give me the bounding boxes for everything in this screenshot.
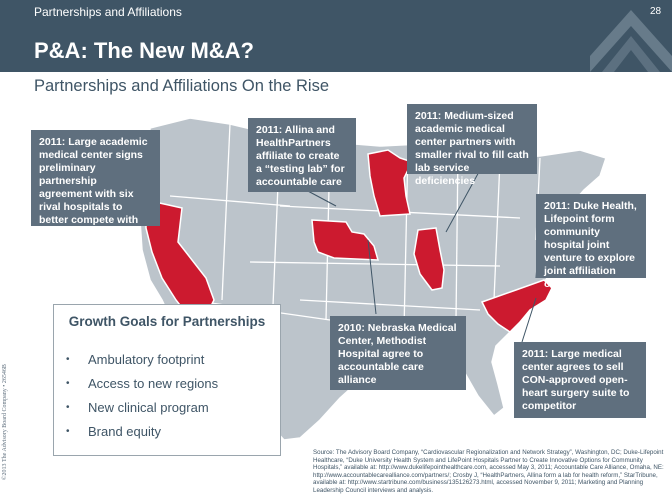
callout-illinois: 2011: Medium-sized academic medical cent…	[407, 104, 537, 187]
page-number: 28	[650, 6, 662, 17]
slide-subtitle: Partnerships and Affiliations On the Ris…	[34, 77, 330, 95]
callout-duke: 2011: Duke Health, Lifepoint form commun…	[536, 194, 646, 290]
callout-california: 2011: Large academic medical center sign…	[31, 130, 160, 239]
growth-goals-box: Growth Goals for Partnerships • Ambulator…	[53, 304, 281, 456]
illinois-shape	[413, 227, 445, 291]
list-item: • Access to new regions	[66, 375, 218, 399]
callout-north-carolina: 2011: Large medical center agrees to sel…	[514, 342, 646, 418]
header-bar: Partnerships and Affiliations 28 P&A: Th…	[0, 0, 672, 72]
nebraska-shape	[311, 219, 380, 261]
goal-label: Access to new regions	[88, 376, 219, 391]
bullet-icon: •	[66, 354, 70, 365]
goal-label: Brand equity	[88, 424, 161, 439]
growth-goals-list: • Ambulatory footprint • Access to new reg…	[66, 351, 218, 447]
callout-minnesota: 2011: Allina and HealthPartners affiliat…	[248, 118, 356, 192]
minnesota-shape	[367, 149, 414, 217]
list-item: • New clinical program	[66, 399, 218, 423]
copyright-text: ©2013 The Advisory Board Company • 26546…	[2, 364, 8, 480]
goal-label: Ambulatory footprint	[88, 352, 205, 367]
copyright-notice: ©2013 The Advisory Board Company • 26546…	[2, 330, 14, 480]
advisory-board-logo-icon	[590, 10, 672, 72]
section-label: Partnerships and Affiliations	[34, 5, 182, 19]
list-item: • Brand equity	[66, 423, 218, 447]
north-carolina-shape	[480, 279, 553, 333]
goal-label: New clinical program	[88, 400, 209, 415]
callout-nebraska: 2010: Nebraska Medical Center, Methodist…	[330, 316, 466, 390]
source-note: Source: The Advisory Board Company, “Car…	[313, 449, 664, 494]
bullet-icon: •	[66, 378, 70, 389]
list-item: • Ambulatory footprint	[66, 351, 218, 375]
bullet-icon: •	[66, 402, 70, 413]
growth-goals-title: Growth Goals for Partnerships	[68, 314, 266, 329]
bullet-icon: •	[66, 426, 70, 437]
slide-title: P&A: The New M&A?	[34, 38, 254, 63]
